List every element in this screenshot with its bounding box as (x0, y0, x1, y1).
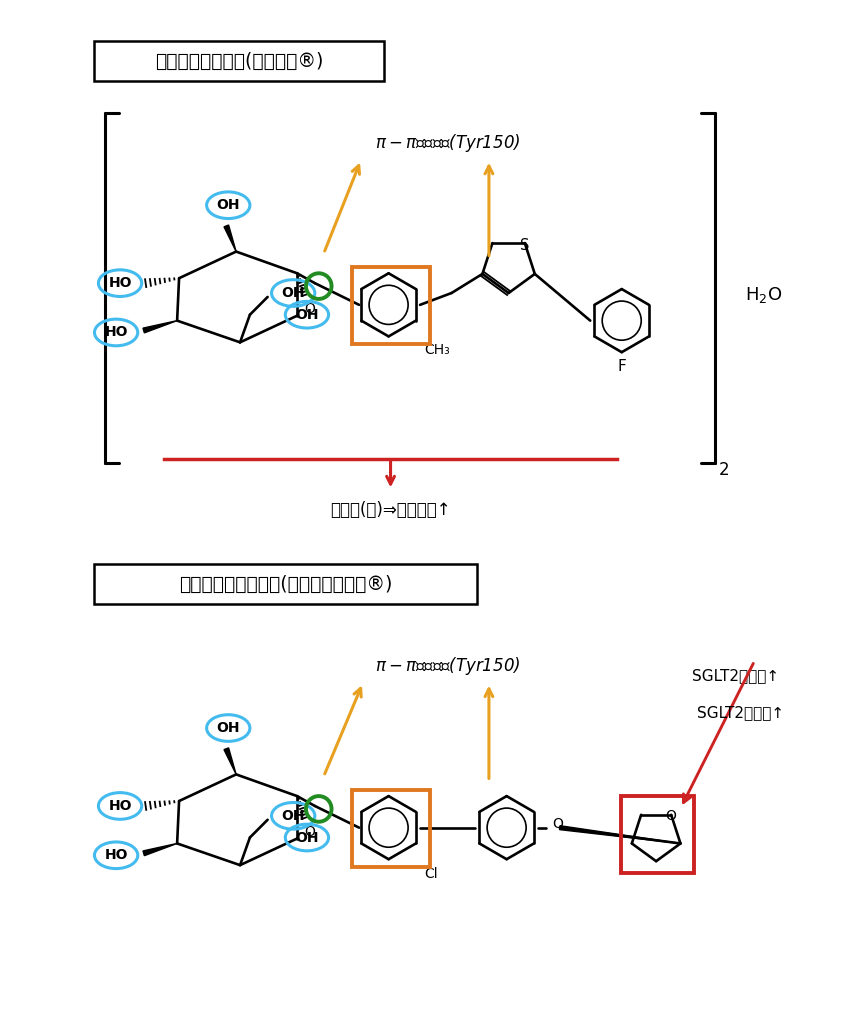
Text: H$_2$O: H$_2$O (745, 285, 782, 305)
Polygon shape (559, 825, 680, 844)
Text: $\pi-\pi$相互作用(Tyr150): $\pi-\pi$相互作用(Tyr150) (375, 132, 520, 154)
Text: エンパグリフロジン(ジャディアンス®): エンパグリフロジン(ジャディアンス®) (178, 574, 392, 594)
Text: F: F (617, 359, 626, 375)
Text: O: O (666, 809, 677, 823)
Text: OH: OH (295, 830, 318, 845)
Text: 2: 2 (719, 461, 730, 478)
Text: OH: OH (281, 286, 305, 300)
Text: HO: HO (109, 276, 132, 290)
Text: Cl: Cl (424, 867, 437, 881)
Polygon shape (143, 844, 177, 856)
Bar (93, 41, 384, 81)
Polygon shape (143, 321, 177, 333)
Bar (352, 267, 430, 344)
Text: 脂溶性(高)⇒膜透過性↑: 脂溶性(高)⇒膜透過性↑ (330, 501, 451, 519)
Text: OH: OH (281, 809, 305, 823)
Text: O: O (304, 302, 315, 315)
Polygon shape (224, 748, 236, 774)
Text: カナグリフロジン(カナグル®): カナグリフロジン(カナグル®) (155, 51, 323, 71)
Text: HO: HO (109, 799, 132, 813)
Text: SGLT2選択性↑: SGLT2選択性↑ (692, 669, 779, 683)
Bar (621, 796, 694, 873)
Text: OH: OH (216, 199, 240, 212)
Text: S: S (520, 238, 530, 253)
Text: HO: HO (104, 326, 128, 340)
Text: $\pi-\pi$相互作用(Tyr150): $\pi-\pi$相互作用(Tyr150) (375, 655, 520, 677)
Text: HO: HO (104, 848, 128, 862)
Text: OH: OH (295, 308, 318, 322)
Bar (352, 791, 430, 867)
Polygon shape (224, 225, 236, 252)
Bar (93, 564, 477, 604)
Text: SGLT2選択性↑: SGLT2選択性↑ (697, 705, 784, 720)
Text: O: O (552, 817, 563, 830)
Text: OH: OH (216, 721, 240, 735)
Text: CH₃: CH₃ (424, 343, 450, 357)
Text: O: O (304, 824, 315, 839)
